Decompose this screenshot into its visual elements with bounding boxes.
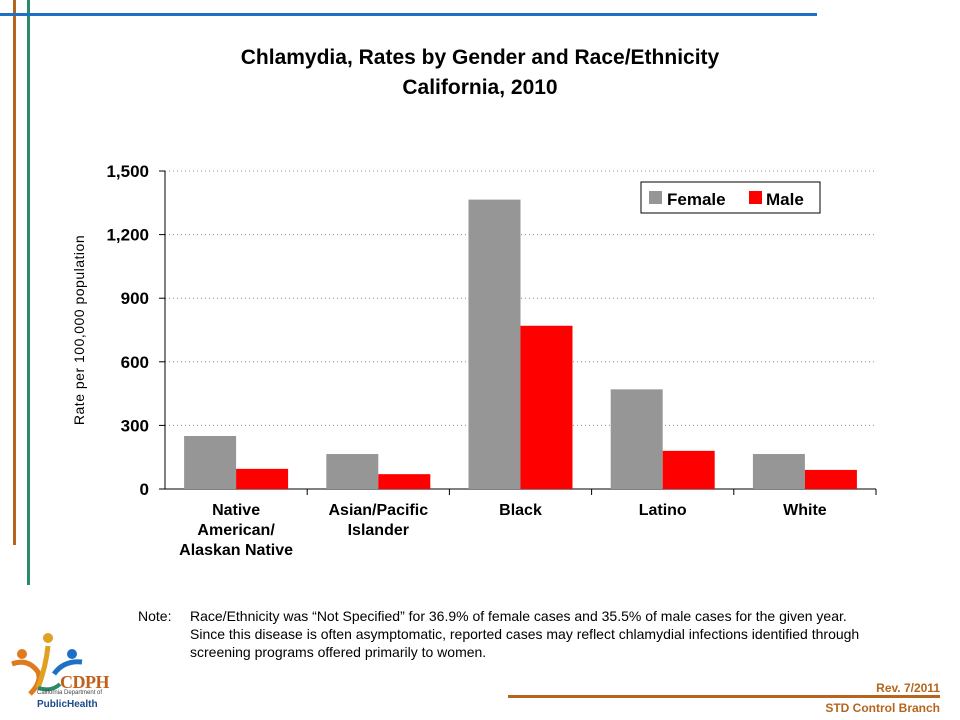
logo-text: CDPH xyxy=(60,672,110,692)
y-axis-label: Rate per 100,000 population xyxy=(71,235,87,425)
note-text: Race/Ethnicity was “Not Specified” for 3… xyxy=(190,608,860,660)
bar-male xyxy=(378,474,431,489)
bar-male xyxy=(520,325,573,489)
decorative-line-top-blue xyxy=(0,13,817,16)
x-tick-label: Black xyxy=(499,502,542,519)
decorative-line-orange xyxy=(13,0,16,545)
decorative-line-bottom-orange xyxy=(508,695,940,698)
cdph-logo xyxy=(11,633,83,696)
bar-chart: 0 300 600 900 1,200 1,500 Rate per 100,000 pop… xyxy=(71,162,877,559)
decorative-line-green xyxy=(27,0,30,585)
bar-male xyxy=(662,450,715,489)
x-tick-label: Native xyxy=(212,502,260,519)
legend-label-female: Female xyxy=(667,190,726,209)
legend-swatch-male xyxy=(749,191,762,204)
y-tick-label: 900 xyxy=(121,289,149,308)
logo-subtext: California Department of xyxy=(37,690,103,696)
bar-female xyxy=(326,454,379,489)
y-tick-label: 300 xyxy=(121,416,149,435)
x-tick-label: Latino xyxy=(639,502,687,519)
y-tick-label: 0 xyxy=(140,480,149,499)
revision-label: Rev. 7/2011 xyxy=(876,681,940,695)
legend-swatch-female xyxy=(649,191,662,204)
x-tick-label: Alaskan Native xyxy=(179,542,293,559)
x-tick-label: American/ xyxy=(197,522,275,539)
bar-male xyxy=(236,468,289,489)
bar-female xyxy=(184,436,237,489)
chart-title: Chlamydia, Rates by Gender and Race/Ethn… xyxy=(240,46,720,69)
bar-male xyxy=(804,469,857,489)
bar-female xyxy=(752,454,805,489)
legend-label-male: Male xyxy=(766,190,804,209)
logo-public-health: PublicHealth xyxy=(37,699,98,710)
y-tick-label: 600 xyxy=(121,353,149,372)
y-tick-label: 1,500 xyxy=(106,162,149,181)
note-label: Note: xyxy=(138,608,172,624)
bar-female xyxy=(468,199,521,489)
bar-female xyxy=(610,389,663,489)
x-tick-label: Asian/Pacific xyxy=(328,502,428,519)
x-tick-label: White xyxy=(783,502,827,519)
x-tick-label: Islander xyxy=(348,522,409,539)
chart-subtitle: California, 2010 xyxy=(402,76,558,99)
legend-box xyxy=(640,181,821,214)
branch-label: STD Control Branch xyxy=(825,701,940,715)
y-tick-label: 1,200 xyxy=(106,226,149,245)
